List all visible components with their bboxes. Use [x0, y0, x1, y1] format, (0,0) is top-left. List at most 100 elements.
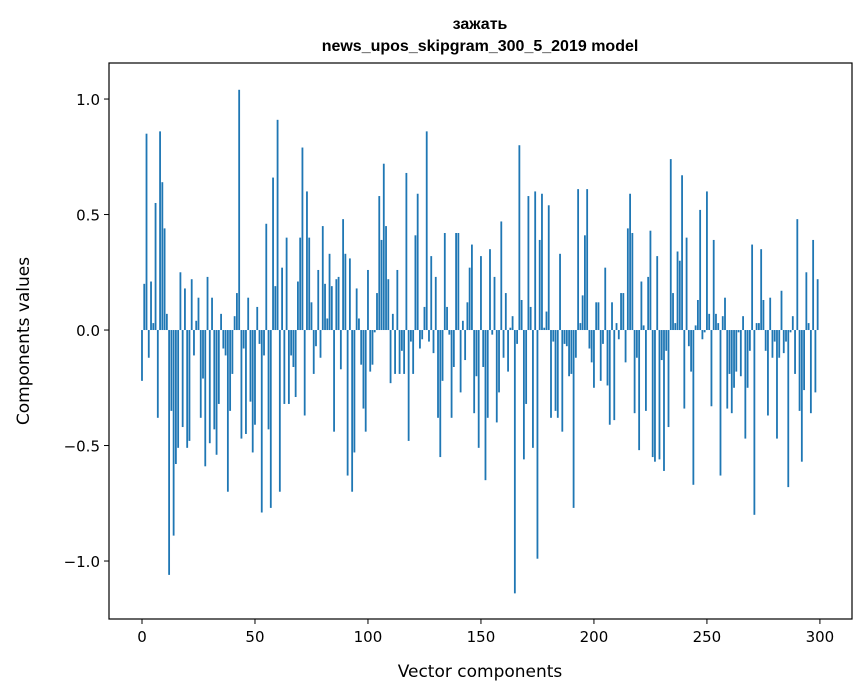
bar-49	[251, 330, 254, 453]
bar-203	[599, 330, 602, 381]
bar-78	[317, 269, 320, 331]
x-tick-label: 0	[137, 628, 147, 646]
bar-253	[712, 239, 715, 331]
bar-172	[529, 306, 532, 331]
bar-124	[421, 330, 424, 340]
bar-7	[156, 330, 159, 418]
bar-11	[165, 313, 168, 331]
bar-84	[330, 286, 333, 331]
bar-240	[683, 330, 686, 409]
bar-20	[186, 330, 189, 448]
bar-201	[595, 302, 598, 331]
bar-246	[696, 299, 699, 331]
bar-286	[787, 330, 790, 488]
bar-104	[376, 293, 378, 331]
bar-64	[285, 237, 288, 331]
bar-256	[719, 330, 722, 476]
y-tick-label: −0.5	[64, 438, 100, 456]
bar-214	[624, 330, 627, 363]
bar-200	[593, 330, 595, 388]
bar-236	[674, 323, 677, 331]
bar-88	[339, 330, 342, 370]
bar-86	[335, 279, 338, 331]
bar-170	[525, 330, 528, 404]
bar-57	[269, 330, 272, 508]
bar-165	[513, 330, 516, 594]
bar-83	[328, 253, 331, 331]
bar-237	[676, 251, 679, 331]
bar-38	[226, 330, 229, 492]
bar-204	[602, 330, 604, 344]
bar-63	[283, 330, 286, 404]
bar-73	[306, 191, 308, 331]
bar-67	[292, 330, 295, 367]
bar-261	[730, 330, 733, 414]
bar-103	[373, 330, 376, 333]
bar-197	[586, 189, 589, 331]
bar-135	[446, 306, 448, 331]
bar-23	[193, 330, 195, 356]
bar-144	[466, 302, 469, 331]
bar-2	[145, 133, 148, 331]
bar-284	[782, 330, 785, 354]
bar-117	[405, 172, 408, 331]
bar-225	[649, 230, 652, 331]
bar-255	[717, 323, 720, 331]
bar-89	[342, 219, 345, 331]
bar-40	[231, 330, 234, 374]
bar-118	[407, 330, 410, 441]
x-axis-ticks: 0 50 100 150 200 250 300	[137, 619, 834, 646]
bar-283	[780, 290, 783, 331]
bar-45	[242, 330, 245, 349]
bar-177	[541, 193, 543, 331]
bar-140	[457, 233, 460, 331]
bar-162	[507, 330, 509, 372]
bar-44	[240, 330, 243, 439]
bar-265	[739, 330, 742, 377]
bar-112	[394, 330, 396, 374]
bar-145	[468, 267, 471, 331]
bar-219	[635, 330, 638, 358]
bar-30	[208, 330, 211, 444]
bar-210	[615, 323, 618, 331]
bar-251	[708, 313, 711, 331]
bar-293	[803, 330, 805, 391]
bar-247	[699, 209, 702, 331]
bar-69	[297, 281, 299, 331]
bar-96	[358, 318, 360, 331]
bar-292	[800, 330, 803, 462]
bar-288	[791, 316, 794, 331]
bar-167	[518, 145, 521, 331]
bar-6	[154, 202, 157, 331]
bar-198	[588, 330, 591, 349]
x-tick-label: 50	[245, 628, 264, 646]
bar-109	[387, 279, 390, 331]
bar-55	[265, 223, 268, 331]
bar-21	[188, 330, 191, 441]
bar-116	[403, 330, 406, 374]
bar-213	[622, 293, 625, 331]
bar-156	[493, 276, 496, 331]
bar-266	[742, 316, 744, 331]
bars-group	[141, 89, 819, 594]
bar-25	[197, 297, 200, 331]
bar-137	[450, 330, 453, 418]
bar-14	[172, 330, 175, 536]
bar-220	[638, 330, 641, 451]
bar-17	[179, 272, 182, 331]
bar-97	[360, 330, 363, 365]
bar-291	[798, 330, 801, 411]
bar-273	[757, 323, 760, 331]
bar-68	[294, 330, 297, 398]
bar-295	[807, 323, 810, 331]
bar-113	[396, 269, 399, 331]
bar-249	[703, 330, 706, 333]
bar-131	[437, 330, 439, 418]
bar-10	[163, 228, 166, 331]
bar-36	[222, 330, 225, 349]
bar-188	[565, 330, 568, 347]
bar-149	[477, 330, 480, 448]
bar-298	[814, 330, 817, 393]
bar-278	[769, 297, 772, 331]
y-axis-ticks: −1.0 −0.5 0.0 0.5 1.0	[64, 91, 109, 571]
